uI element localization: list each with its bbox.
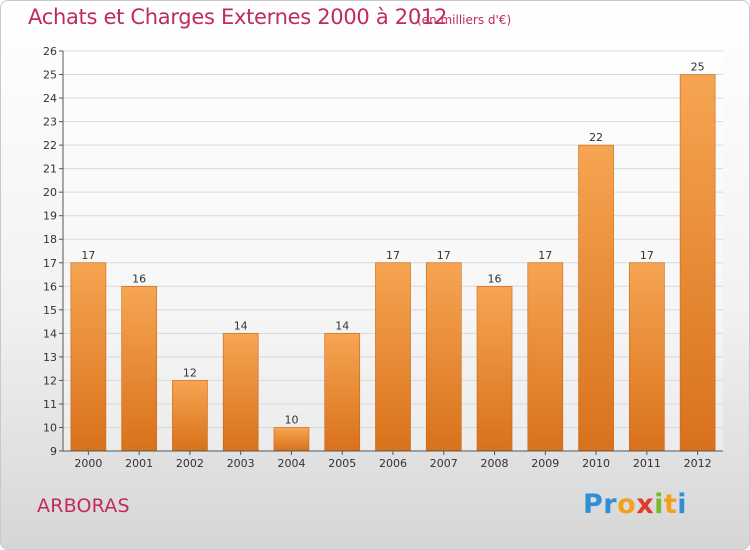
x-tick-label: 2004 [277, 457, 305, 470]
logo-letter: i [654, 489, 664, 520]
bar [476, 285, 513, 452]
logo-letter: i [677, 489, 688, 520]
chart-title: Achats et Charges Externes 2000 à 2012 [28, 5, 448, 29]
value-label: 16 [488, 272, 502, 285]
y-tick-label: 12 [43, 374, 57, 387]
value-label: 17 [538, 249, 552, 262]
y-tick-label: 18 [43, 233, 57, 246]
x-tick-label: 2003 [227, 457, 255, 470]
bar [375, 262, 411, 452]
logo-letter: x [636, 489, 655, 520]
value-label: 14 [335, 319, 349, 332]
x-tick-label: 2000 [74, 457, 102, 470]
value-label: 17 [437, 249, 451, 262]
logo-letter: t [663, 489, 678, 520]
y-tick-label: 20 [43, 186, 57, 199]
y-tick-label: 19 [43, 210, 57, 223]
value-label: 17 [386, 249, 400, 262]
x-tick-label: 2012 [684, 457, 712, 470]
y-tick-label: 11 [43, 398, 57, 411]
bar [578, 144, 614, 452]
y-tick-label: 23 [43, 116, 57, 129]
commune-name: ARBORAS [37, 495, 130, 517]
bars [70, 74, 716, 452]
bar [172, 380, 208, 452]
y-tick-label: 17 [43, 257, 57, 270]
y-tick-label: 13 [43, 351, 57, 364]
bar [679, 74, 716, 452]
y-tick-label: 10 [43, 421, 57, 434]
value-label: 10 [284, 413, 298, 426]
bar [121, 285, 157, 452]
logo-letter: o [617, 489, 637, 520]
y-tick-label: 25 [43, 69, 57, 82]
y-tick-label: 24 [43, 92, 57, 105]
y-tick-label: 21 [43, 163, 57, 176]
y-tick-label: 16 [43, 280, 57, 293]
value-label: 22 [589, 131, 603, 144]
x-axis: 2000 2001 2002 2003 2004 2005 2006 2007 2008 2009… [63, 450, 723, 470]
value-label: 17 [81, 249, 95, 262]
proxiti-logo: Proxiti [583, 489, 687, 520]
bar [324, 333, 361, 452]
value-label: 25 [691, 61, 705, 74]
x-tick-label: 2007 [430, 457, 458, 470]
chart-subtitle: (en milliers d'€) [417, 13, 512, 27]
bar [70, 262, 107, 452]
bar [425, 262, 462, 452]
y-tick-label: 14 [43, 327, 57, 340]
y-tick-label: 26 [43, 45, 57, 58]
bar [222, 333, 259, 452]
x-tick-label: 2002 [176, 457, 204, 470]
logo-letter: r [603, 489, 618, 520]
y-tick-label: 22 [43, 139, 57, 152]
x-tick-label: 2009 [531, 457, 559, 470]
value-label: 17 [640, 249, 654, 262]
x-tick-label: 2001 [125, 457, 153, 470]
value-label: 16 [132, 272, 146, 285]
y-tick-label: 9 [50, 445, 57, 458]
value-label: 12 [183, 366, 197, 379]
x-tick-label: 2006 [379, 457, 407, 470]
value-label: 14 [234, 319, 248, 332]
y-tick-label: 15 [43, 304, 57, 317]
bar [273, 427, 310, 452]
x-tick-label: 2010 [582, 457, 610, 470]
x-tick-label: 2005 [328, 457, 356, 470]
bar [629, 262, 665, 452]
value-labels: 17 16 12 14 10 14 17 17 16 17 22 17 25 [81, 61, 704, 427]
x-tick-label: 2008 [481, 457, 509, 470]
x-tick-label: 2011 [633, 457, 661, 470]
bar [527, 262, 564, 452]
y-axis: 9 10 11 12 13 14 15 16 17 18 19 20 21 22 23 24 25 26 [43, 45, 64, 458]
logo-letter: P [583, 489, 604, 520]
